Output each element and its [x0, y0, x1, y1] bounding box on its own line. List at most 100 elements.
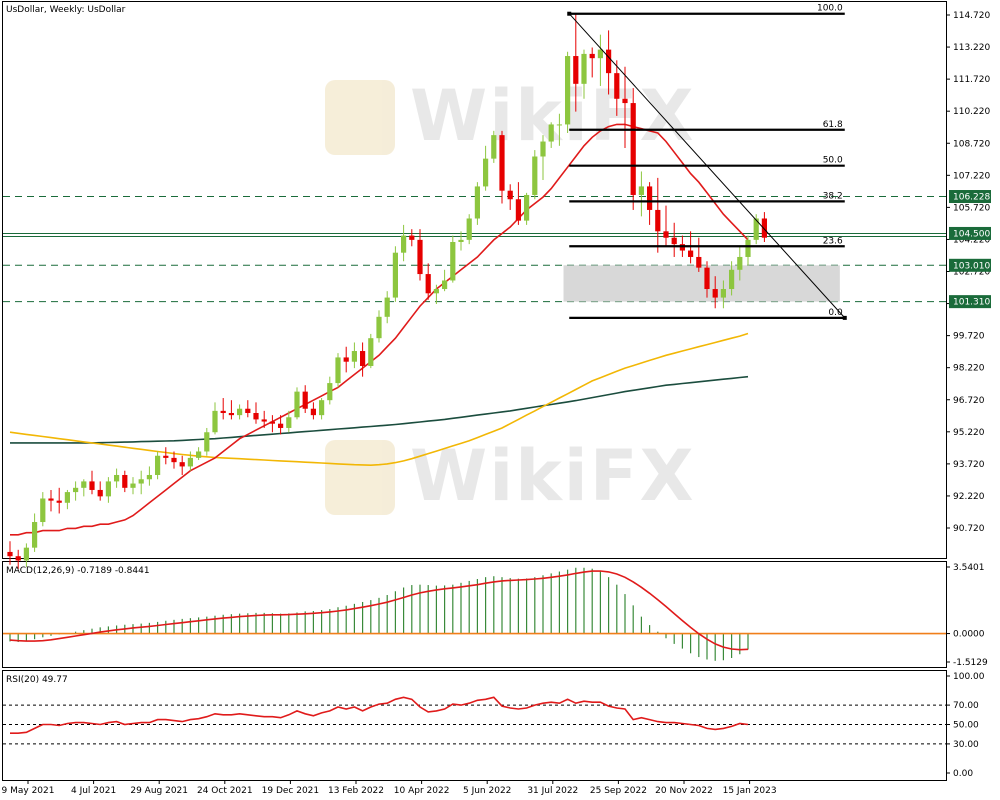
candle: [32, 513, 38, 552]
candle-body: [253, 413, 259, 420]
time-tick-label: 20 Nov 2022: [655, 786, 713, 796]
candlestick-layer: [7, 13, 767, 570]
level-price-badge: 104.500: [949, 226, 991, 240]
ma-slow-line: [10, 375, 749, 444]
level-price-badge-bg: [949, 258, 991, 272]
candle: [409, 229, 415, 247]
candle: [204, 427, 210, 456]
price-tick-label: 95.220: [953, 428, 985, 438]
candle-body: [392, 252, 398, 298]
time-axis: 9 May 2021 4 Jul 2021 29 Aug 2021 24 Oct 20…: [2, 780, 777, 796]
candle-body: [97, 489, 103, 497]
fib-level-label: 100.0: [817, 4, 843, 14]
time-tick-label: 10 Apr 2022: [394, 786, 450, 796]
price-tick-label: 92.220: [953, 492, 985, 502]
candle-body: [171, 457, 177, 463]
candle-body: [335, 357, 341, 384]
candle-body: [360, 351, 366, 366]
candle-body: [671, 237, 677, 245]
candle: [319, 398, 325, 420]
candle-body: [130, 483, 136, 488]
candle-body: [589, 53, 595, 59]
candle-body: [524, 194, 530, 221]
price-tick-label: 102.720: [953, 268, 990, 278]
support-zone: [563, 265, 840, 302]
level-price-badge: 101.310: [949, 295, 991, 309]
candle: [130, 477, 136, 495]
candle: [278, 415, 284, 435]
fib-level-label: 38.2: [823, 191, 843, 201]
candle: [48, 489, 54, 512]
candle-body: [573, 56, 579, 84]
support-zone-layer: [563, 265, 840, 302]
candle: [171, 451, 177, 469]
candle-body: [597, 49, 603, 59]
candle-body: [319, 400, 325, 416]
candle-body: [581, 53, 587, 84]
candle-body: [425, 274, 431, 294]
candle-body: [614, 73, 620, 99]
watermark-text: WikiFX: [410, 435, 696, 517]
candle: [565, 51, 571, 133]
candle-body: [40, 498, 46, 523]
candle-body: [32, 522, 38, 548]
candle-body: [655, 209, 661, 232]
price-tick-label: 113.220: [953, 43, 990, 53]
macd-tick-label: 3.5401: [953, 563, 985, 573]
candle-body: [376, 316, 382, 339]
candle-body: [89, 481, 95, 490]
candle: [302, 385, 308, 414]
candle-body: [720, 289, 726, 298]
candle-body: [220, 410, 226, 414]
candle-body: [351, 351, 357, 362]
ma-mid-line: [9, 332, 749, 467]
candle-body: [204, 432, 210, 452]
time-tick-label: 31 Jul 2022: [527, 786, 578, 796]
price-tick-label: 105.720: [953, 203, 990, 213]
candle-body: [688, 250, 694, 257]
candle: [237, 404, 243, 420]
candle-body: [155, 455, 161, 475]
candle-body: [729, 269, 735, 290]
candle: [360, 342, 366, 377]
candle: [23, 543, 29, 567]
candle-body: [540, 141, 546, 157]
macd-tick-label: 0.0000: [953, 630, 985, 640]
candle-body: [196, 451, 202, 458]
candle-body: [761, 218, 767, 238]
price-tick-label: 108.720: [953, 139, 990, 149]
price-tick-label: 114.720: [953, 11, 990, 21]
candle: [294, 387, 300, 420]
price-tick-label: 107.220: [953, 171, 990, 181]
candle: [138, 470, 144, 495]
candle-body: [753, 218, 759, 240]
candle: [647, 182, 653, 225]
rsi-tick-label: 70.00: [953, 701, 979, 711]
candle: [269, 415, 275, 433]
time-tick-label: 24 Oct 2021: [197, 786, 253, 796]
level-price-badge-text: 103.010: [953, 261, 990, 271]
candle: [507, 184, 513, 210]
candle: [696, 237, 702, 272]
candle-body: [663, 231, 669, 238]
candle: [729, 261, 735, 296]
candle-body: [745, 239, 751, 257]
candle-body: [712, 289, 718, 298]
time-tick-label: 9 May 2021: [2, 786, 55, 796]
time-tick-label: 29 Aug 2021: [130, 786, 188, 796]
candle-body: [261, 419, 267, 422]
candle: [712, 276, 718, 309]
candle: [40, 492, 46, 527]
candle-body: [23, 547, 29, 561]
candle: [368, 333, 374, 369]
time-tick-label: 19 Dec 2021: [262, 786, 320, 796]
candle-body: [532, 156, 538, 195]
candle: [261, 410, 267, 428]
level-price-badge-text: 101.310: [953, 298, 990, 308]
candle-body: [245, 408, 251, 414]
level-price-badge-text: 104.500: [953, 229, 990, 239]
candle-body: [15, 556, 21, 561]
candle: [81, 479, 87, 497]
price-tick-label: 111.720: [953, 75, 990, 85]
candle: [212, 402, 218, 435]
